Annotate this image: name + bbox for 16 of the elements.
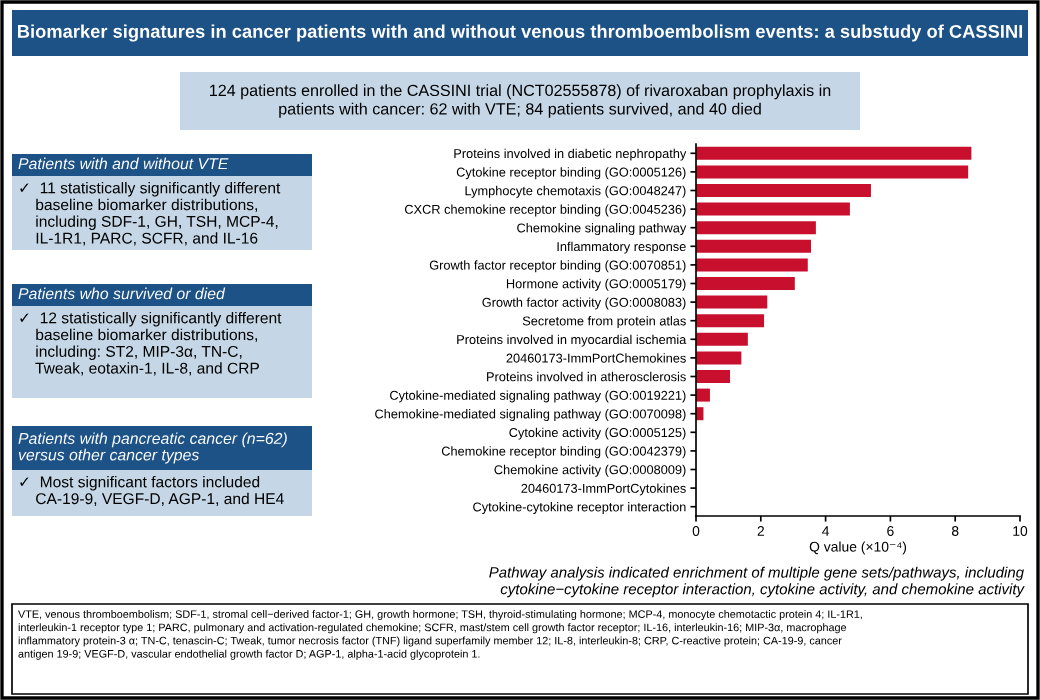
bar: [696, 369, 731, 384]
bar: [696, 388, 710, 402]
bar: [696, 295, 768, 309]
bar: [696, 165, 969, 179]
bar: [696, 146, 972, 160]
bar: [696, 276, 795, 291]
bar: [696, 221, 816, 235]
text: Biomarker signatures in cancer patients with and without venous thromboembolism events: a substudy of CASSINI: [18, 24, 1023, 42]
bar: [696, 332, 748, 346]
bar: [696, 351, 742, 365]
bar: [696, 183, 871, 198]
bar: [696, 258, 808, 272]
bar: [696, 314, 765, 328]
text: 124 patients enrolled in the CASSINI trial (NCT02555878) of rivaroxaban prophylaxis in patients with cancer: 62 with VTE; 84 patients survived, and 40 died: [210, 84, 831, 118]
bar: [696, 239, 812, 253]
bar: [696, 202, 850, 216]
